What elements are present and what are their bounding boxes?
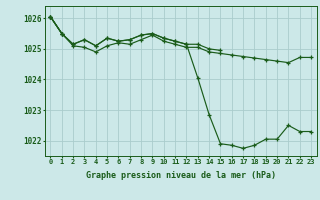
X-axis label: Graphe pression niveau de la mer (hPa): Graphe pression niveau de la mer (hPa)	[86, 171, 276, 180]
